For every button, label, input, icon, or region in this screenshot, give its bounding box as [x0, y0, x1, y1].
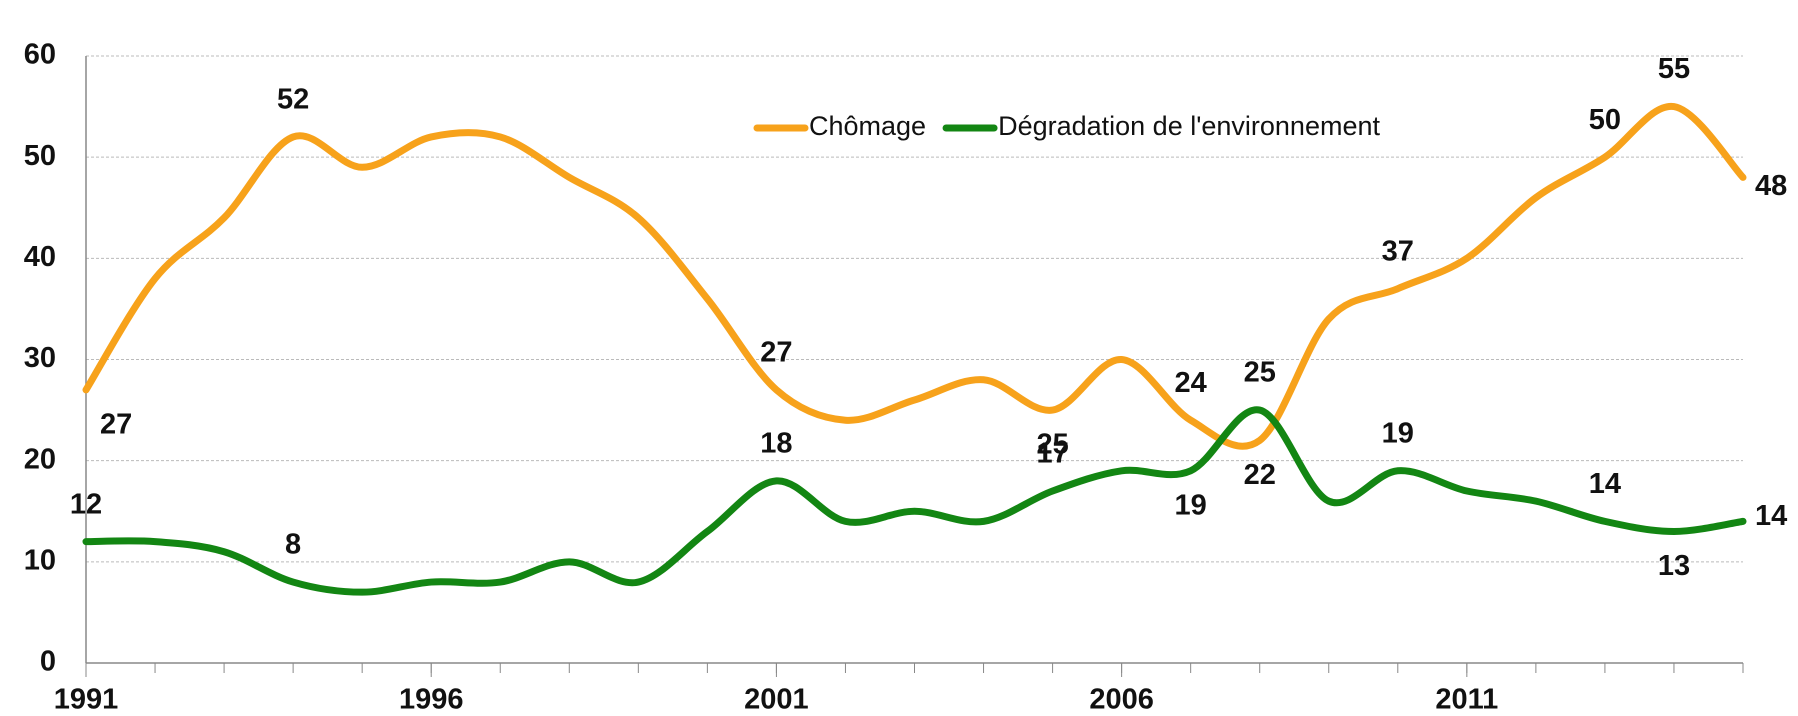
x-tick-label: 2006 [1089, 684, 1154, 716]
y-tick-label: 60 [24, 39, 56, 71]
data-label: 14 [1755, 500, 1787, 532]
x-tick-label: 2001 [744, 684, 809, 716]
data-label: 22 [1244, 459, 1276, 491]
x-tick-label: 2011 [1435, 684, 1498, 716]
data-label: 25 [1244, 357, 1276, 389]
y-tick-label: 30 [24, 342, 56, 374]
data-label: 55 [1658, 53, 1690, 85]
x-tick-label: 1996 [399, 684, 464, 716]
data-label: 13 [1658, 550, 1690, 582]
data-label: 19 [1175, 489, 1207, 521]
y-tick-label: 0 [40, 646, 56, 678]
y-tick-label: 10 [24, 544, 56, 576]
data-label: 37 [1382, 235, 1414, 267]
legend-label: Dégradation de l'environnement [998, 111, 1380, 141]
y-tick-label: 20 [24, 443, 56, 475]
data-label: 19 [1382, 417, 1414, 449]
data-label: 12 [70, 488, 102, 520]
x-tick-label: 1991 [54, 684, 119, 716]
data-label: 18 [760, 428, 792, 460]
data-label: 27 [100, 409, 132, 441]
line [82, 103, 1747, 450]
legend-label: Chômage [809, 111, 926, 141]
data-label: 17 [1036, 438, 1068, 470]
data-label: 14 [1589, 468, 1621, 500]
data-label: 27 [760, 337, 792, 369]
data-label: 25 [1036, 429, 1068, 461]
data-label: 52 [277, 84, 309, 116]
y-tick-label: 50 [24, 140, 56, 172]
data-label: 8 [285, 529, 301, 561]
data-label: 24 [1175, 367, 1207, 399]
data-label: 50 [1589, 104, 1621, 136]
y-tick-label: 40 [24, 241, 56, 273]
line [82, 406, 1747, 596]
data-label: 48 [1755, 170, 1787, 202]
